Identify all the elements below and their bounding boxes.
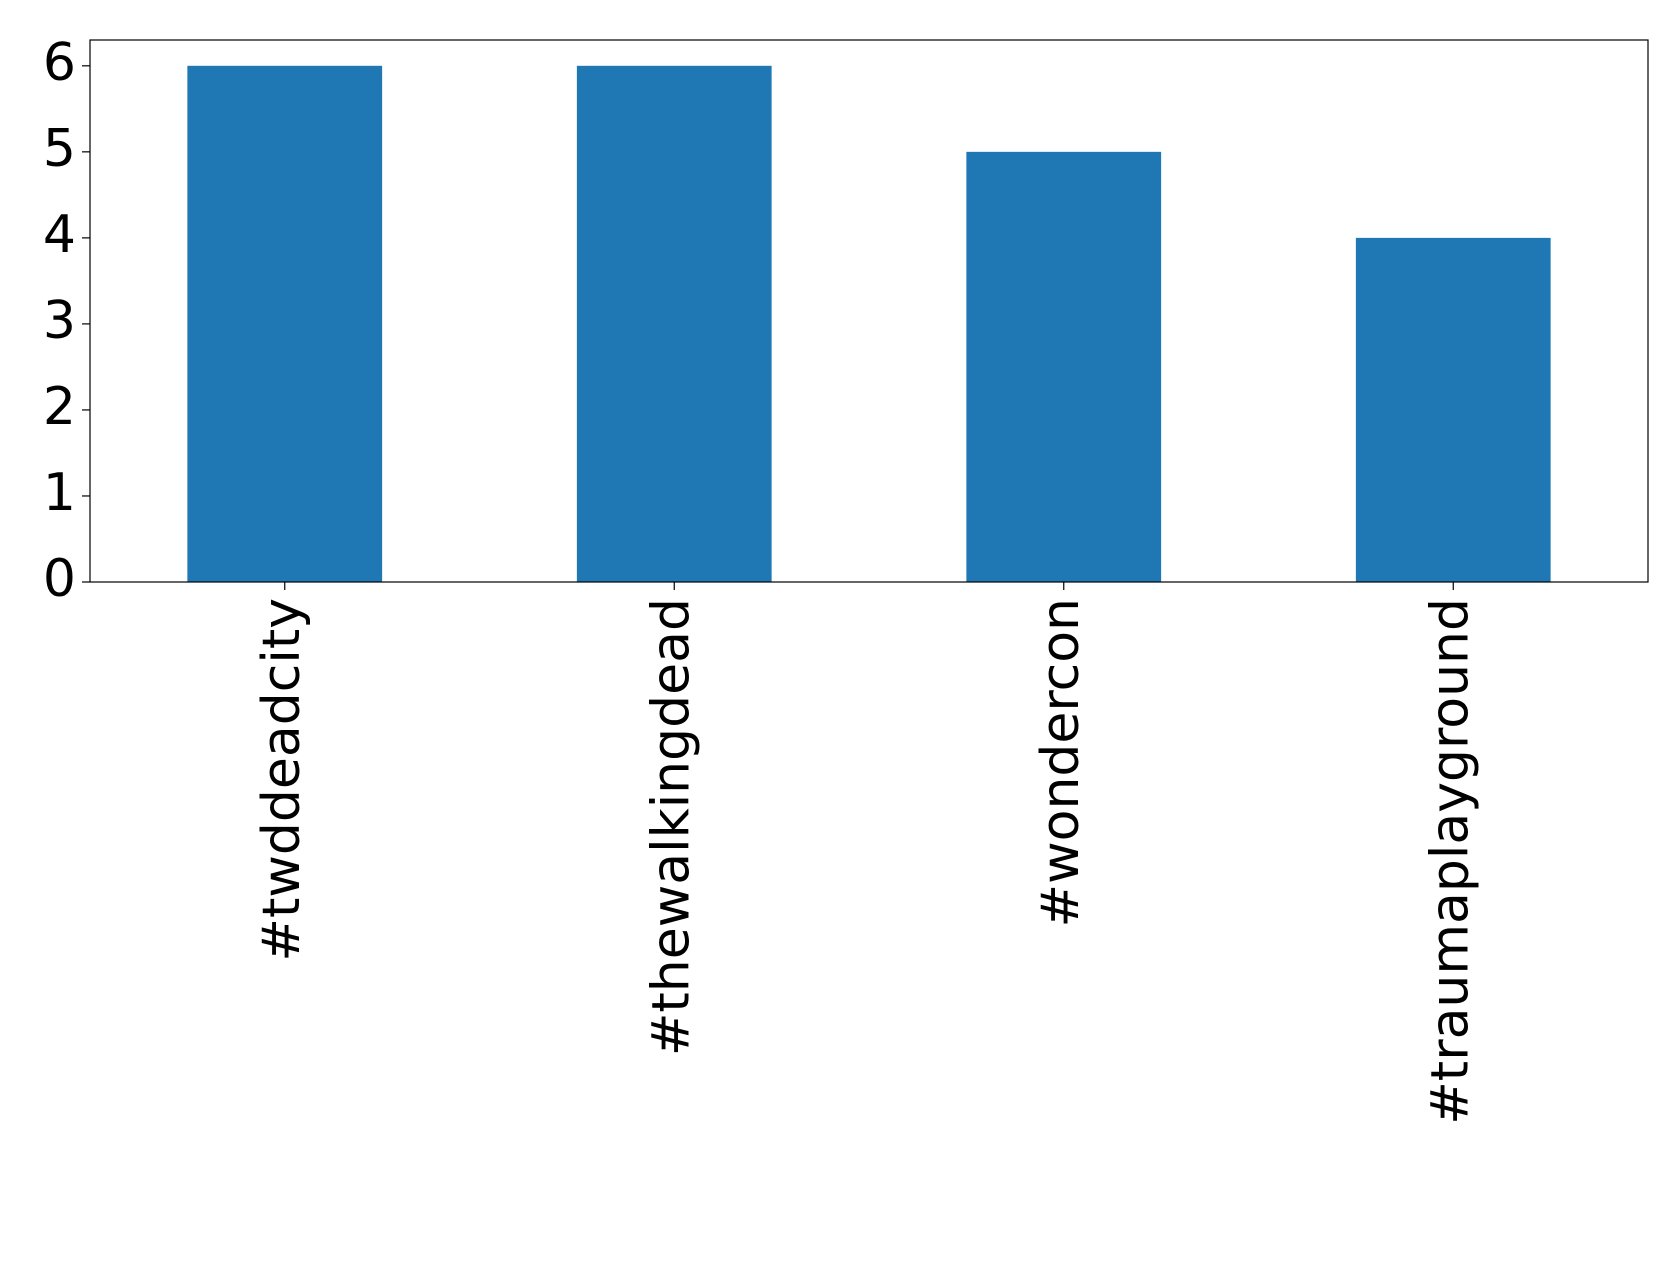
y-tick-label: 3	[43, 291, 76, 351]
y-tick-label: 2	[43, 377, 76, 437]
x-tick-label: #twddeadcity	[252, 598, 312, 962]
bar	[187, 65, 383, 583]
y-tick-label: 6	[43, 33, 76, 93]
bar	[1355, 237, 1551, 582]
x-tick-label: #thewalkingdead	[641, 598, 701, 1056]
y-tick-label: 1	[43, 463, 76, 523]
x-tick-label: #wondercon	[1031, 598, 1091, 927]
y-tick-label: 0	[43, 549, 76, 609]
bar	[576, 65, 772, 583]
axes-frame	[89, 39, 1649, 583]
y-tick-label: 5	[43, 119, 76, 179]
bar	[966, 151, 1162, 583]
x-tick-label: #traumaplayground	[1420, 598, 1480, 1125]
y-tick-label: 4	[43, 205, 76, 265]
